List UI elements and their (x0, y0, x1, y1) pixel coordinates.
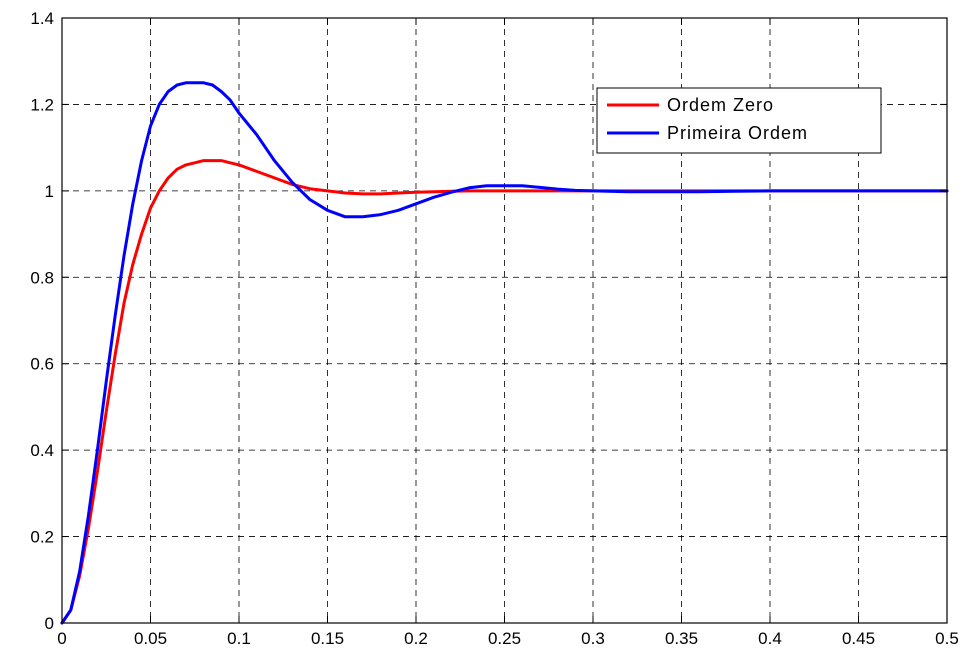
y-tick-label: 1.4 (30, 9, 54, 28)
x-tick-label: 0.1 (227, 629, 251, 648)
x-tick-label: 0 (57, 629, 66, 648)
legend-box (596, 87, 882, 154)
x-tick-label: 0.15 (311, 629, 344, 648)
series-line-1 (60, 81, 949, 625)
ticks: 0 0.05 0.1 0.15 0.2 0.25 0.3 0.35 0.4 0.45 0.5 0 0.2… (30, 9, 958, 648)
x-tick-label: 0.05 (134, 629, 167, 648)
x-tick-label: 0.45 (842, 629, 875, 648)
y-tick-label: 0 (45, 614, 54, 633)
x-tick-label: 0.4 (758, 629, 782, 648)
y-tick-label: 0.2 (30, 528, 54, 547)
y-tick-label: 1 (45, 182, 54, 201)
series-lines (60, 81, 949, 625)
x-tick-label: 0.3 (581, 629, 605, 648)
x-tick-label: 0.35 (665, 629, 698, 648)
y-tick-label: 0.8 (30, 268, 54, 287)
y-tick-label: 0.6 (30, 355, 54, 374)
x-tick-label: 0.25 (488, 629, 521, 648)
legend: Ordem Zero Primeira Ordem (596, 87, 882, 154)
x-tick-label: 0.2 (404, 629, 428, 648)
legend-label: Ordem Zero (667, 95, 774, 115)
y-tick-label: 0.4 (30, 441, 54, 460)
y-tick-label: 1.2 (30, 95, 54, 114)
x-tick-label: 0.5 (935, 629, 959, 648)
legend-label: Primeira Ordem (667, 123, 808, 143)
